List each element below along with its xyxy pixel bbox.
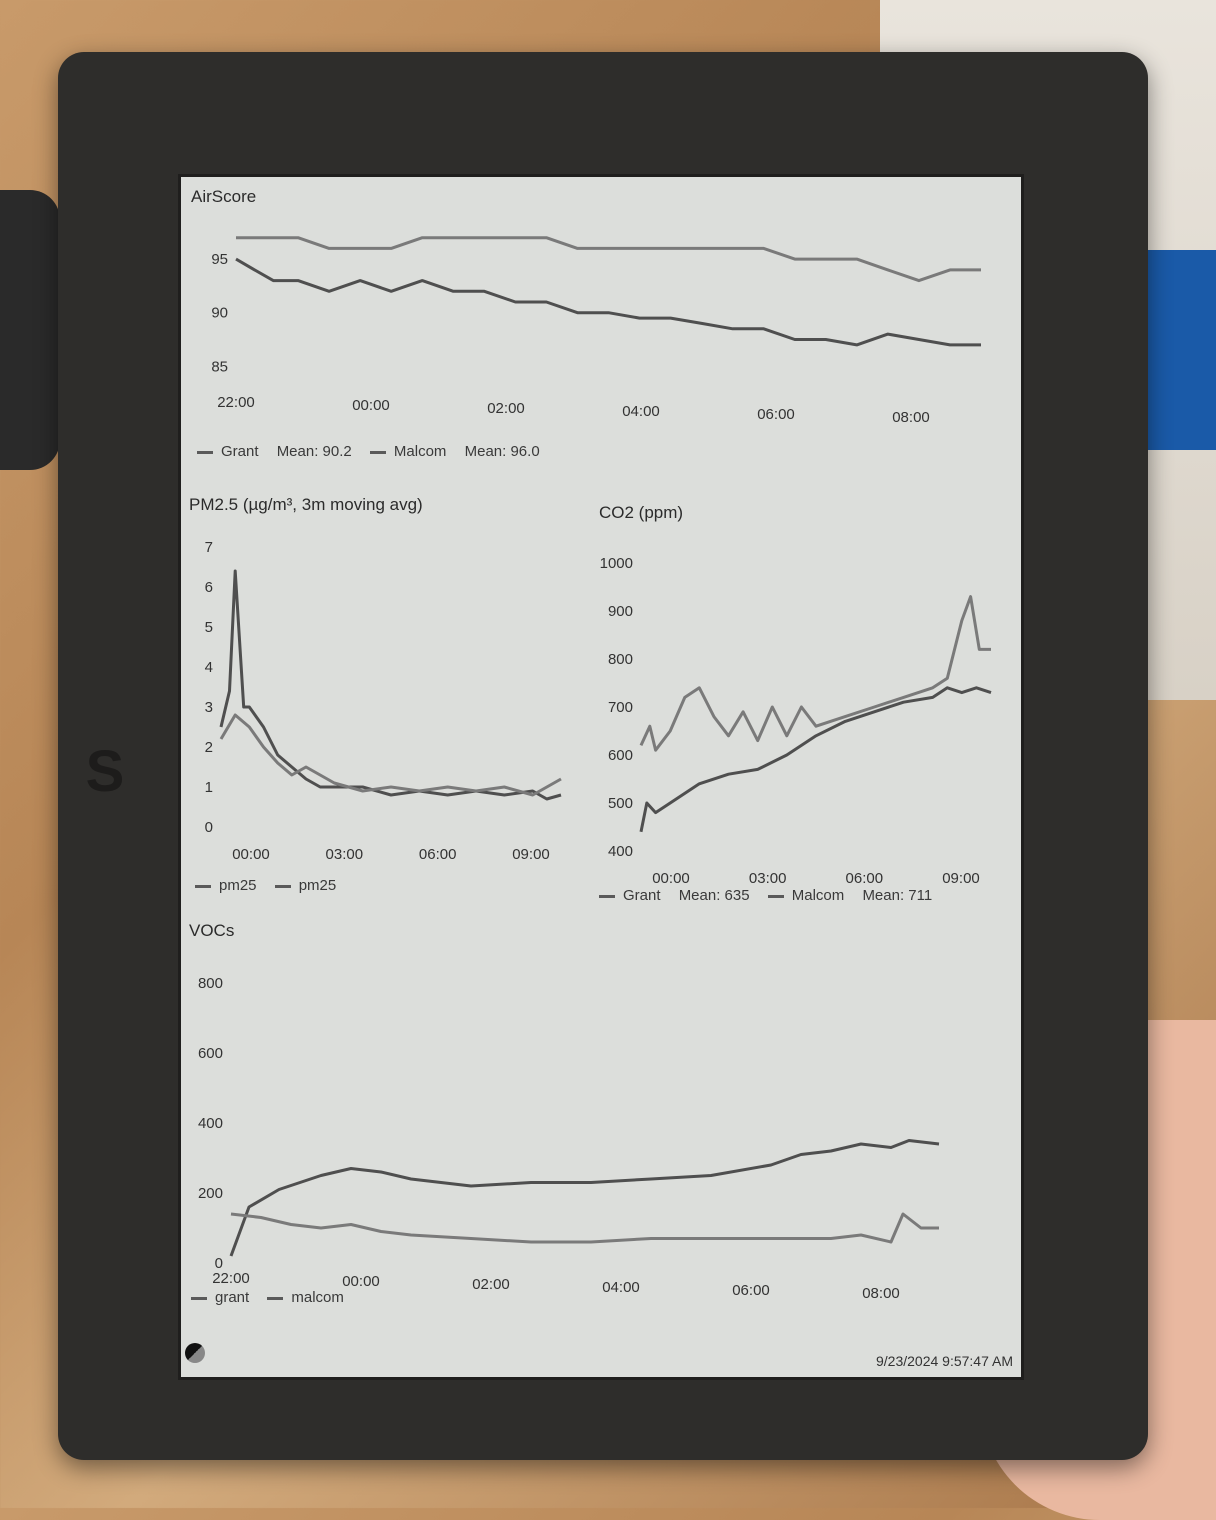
vocs-xtick-label: 08:00 <box>862 1285 900 1302</box>
vocs-ytick-label: 200 <box>198 1185 223 1202</box>
vocs-ytick-label: 800 <box>198 975 223 992</box>
last-updated-timestamp: 9/23/2024 9:57:47 AM <box>876 1353 1013 1369</box>
pm25-xtick-label: 09:00 <box>512 846 550 863</box>
vocs-xtick-label: 02:00 <box>472 1276 510 1293</box>
vocs-ytick-label: 600 <box>198 1045 223 1062</box>
airscore-ytick-label: 95 <box>211 251 228 268</box>
airscore-xtick-label: 22:00 <box>217 394 255 411</box>
background-speaker <box>0 190 60 470</box>
legend-label-co2-malcom: Malcom <box>791 887 845 904</box>
vocs-xtick-label: 06:00 <box>732 1282 770 1299</box>
pm25-ytick-label: 1 <box>205 779 213 796</box>
co2-xtick-label: 09:00 <box>942 870 980 887</box>
pm25-ytick-label: 5 <box>205 619 213 636</box>
co2-xtick-label: 03:00 <box>749 870 787 887</box>
co2-ytick-label: 800 <box>608 651 633 668</box>
co2-ytick-label: 700 <box>608 699 633 716</box>
legend-mean-co2-malcom: Mean: 711 <box>862 887 933 904</box>
pm25-ytick-label: 6 <box>205 579 213 596</box>
legend-label-pm25-b: pm25 <box>298 877 337 894</box>
eink-screen: AirScore 85 90 95 22:00 00:00 02:00 04:00 06:00… <box>178 174 1024 1380</box>
co2-ytick-label: 600 <box>608 747 633 764</box>
co2-ytick-label: 400 <box>608 843 633 860</box>
airscore-series-line-grant <box>235 257 981 347</box>
vocs-xtick-label: 04:00 <box>602 1279 640 1296</box>
pm25-ytick-label: 2 <box>205 739 213 756</box>
pm25-xtick-label: 06:00 <box>419 846 457 863</box>
legend-label-vocs-malcom: malcom <box>291 1289 344 1306</box>
airscore-xtick-label: 02:00 <box>487 400 525 417</box>
legend-mean-co2-grant: Mean: 635 <box>678 887 750 904</box>
legend-swatch-pm25-a <box>195 884 211 888</box>
co2-xtick-label: 00:00 <box>652 870 690 887</box>
pm25-legend: pm25 pm25 <box>195 877 336 894</box>
co2-chart: 400 500 600 700 800 900 1000 00:00 03:00 06:00 09:… <box>600 555 992 887</box>
co2-legend: Grant Mean: 635 Malcom Mean: 711 <box>599 887 932 904</box>
pm25-series-line-pm25 <box>219 713 562 797</box>
co2-ytick-label: 1000 <box>600 555 633 572</box>
airscore-ytick-label: 90 <box>211 305 228 322</box>
legend-mean-malcom: Mean: 96.0 <box>464 443 540 460</box>
legend-swatch-vocs-grant <box>191 1296 207 1300</box>
vocs-legend: grant malcom <box>191 1289 344 1306</box>
vocs-series-line-malcom <box>230 1212 939 1244</box>
co2-title: CO2 (ppm) <box>599 503 684 522</box>
pm25-series-line-pm25 <box>219 569 562 801</box>
legend-swatch-grant <box>197 450 213 454</box>
vocs-xtick-label: 22:00 <box>212 1270 250 1287</box>
airscore-chart: 85 90 95 22:00 00:00 02:00 04:00 06:00 08:00 <box>211 236 981 426</box>
vocs-chart: 0 200 400 600 800 22:00 00:00 02:00 04:00 06:00 08… <box>198 975 940 1302</box>
vocs-series-line-grant <box>229 1139 940 1257</box>
pm25-xtick-label: 03:00 <box>326 846 364 863</box>
device-logo-icon: S <box>85 739 125 804</box>
legend-swatch-co2-malcom <box>767 894 784 898</box>
eink-device-frame: S AirScore 85 90 95 22:00 00:00 02:00 04:00 06:… <box>58 52 1148 1460</box>
pm25-ytick-label: 4 <box>205 659 213 676</box>
airscore-ytick-label: 85 <box>211 358 228 375</box>
pm25-ytick-label: 3 <box>205 699 213 716</box>
airscore-series-line-malcom <box>236 236 981 283</box>
legend-swatch-vocs-malcom <box>267 1296 284 1300</box>
legend-label-co2-grant: Grant <box>623 887 661 904</box>
legend-label-malcom: Malcom <box>393 443 447 460</box>
airscore-title: AirScore <box>191 187 257 206</box>
airscore-xtick-label: 06:00 <box>757 406 795 423</box>
legend-mean-grant: Mean: 90.2 <box>276 443 352 460</box>
pm25-title: PM2.5 (µg/m³, 3m moving avg) <box>189 495 423 514</box>
co2-series-line-malcom <box>639 595 991 752</box>
airscore-xtick-label: 04:00 <box>622 403 660 420</box>
vocs-ytick-label: 400 <box>198 1115 223 1132</box>
pm25-ytick-label: 0 <box>205 819 213 836</box>
co2-ytick-label: 900 <box>608 603 633 620</box>
pm25-xtick-label: 00:00 <box>232 846 270 863</box>
airscore-xtick-label: 08:00 <box>892 409 930 426</box>
legend-swatch-co2-grant <box>599 894 615 898</box>
pm25-ytick-label: 7 <box>205 539 213 556</box>
co2-series-line-grant <box>639 686 992 833</box>
vocs-title: VOCs <box>189 921 235 940</box>
airscore-legend: Grant Mean: 90.2 Malcom Mean: 96.0 <box>197 443 540 460</box>
refresh-indicator-icon <box>185 1343 205 1363</box>
legend-label-grant: Grant <box>221 443 259 460</box>
legend-label-vocs-grant: grant <box>215 1289 250 1306</box>
pm25-chart: 0 1 2 3 4 5 6 7 00:00 03:00 06:00 09:00 <box>205 539 562 863</box>
airscore-xtick-label: 00:00 <box>352 397 390 414</box>
co2-xtick-label: 06:00 <box>846 870 884 887</box>
vocs-xtick-label: 00:00 <box>342 1273 380 1290</box>
legend-label-pm25-a: pm25 <box>219 877 257 894</box>
vocs-ytick-label: 0 <box>215 1255 223 1272</box>
legend-swatch-pm25-b <box>274 884 291 888</box>
co2-ytick-label: 500 <box>608 795 633 812</box>
legend-swatch-malcom <box>369 450 386 454</box>
